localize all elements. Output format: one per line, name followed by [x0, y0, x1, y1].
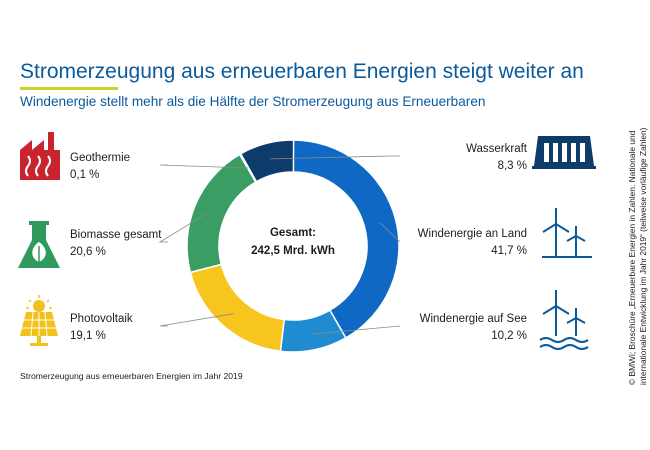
leader-line-windenergie-an-land — [379, 222, 401, 243]
dam-icon — [532, 136, 596, 169]
leader-line-biomasse-gesamt — [158, 210, 211, 243]
leader-line-windenergie-auf-see — [310, 325, 401, 335]
value-biomasse: 20,6 % — [70, 246, 106, 258]
donut-slice-biomasse-gesamt — [186, 153, 257, 274]
leader-line-geothermie — [159, 164, 249, 169]
label-geothermie: Geothermie — [70, 152, 130, 164]
source-line-2: internationale Entwicklung im Jahr 2019“… — [638, 127, 648, 385]
value-geothermie: 0,1 % — [70, 169, 99, 181]
flask-leaf-icon — [18, 221, 60, 268]
donut-slice-wasserkraft — [239, 139, 295, 183]
leader-line-photovoltaik — [159, 313, 234, 327]
source-note: © BMWi; Broschüre „Erneuerbare Energien … — [627, 105, 649, 385]
solar-panel-icon — [20, 295, 58, 346]
chart-subtitle: Windenergie stellt mehr als die Hälfte d… — [20, 94, 486, 109]
chart-title: Stromerzeugung aus erneuerbaren Energien… — [20, 60, 584, 83]
value-wind-land: 41,7 % — [491, 245, 527, 257]
label-wind-land: Windenergie an Land — [418, 228, 527, 240]
center-label: Gesamt: — [270, 227, 316, 239]
label-biomasse: Biomasse gesamt — [70, 229, 162, 241]
leader-lines — [158, 155, 401, 335]
label-wind-see: Windenergie auf See — [420, 313, 527, 325]
offshore-wind-turbine-icon — [539, 290, 589, 350]
factory-heat-icon — [20, 132, 60, 180]
donut-slice-windenergie-an-land — [292, 139, 400, 339]
source-line-1: © BMWi; Broschüre „Erneuerbare Energien … — [627, 130, 637, 385]
donut-slices — [186, 139, 400, 353]
wind-turbine-icon — [542, 208, 592, 258]
label-wasserkraft: Wasserkraft — [466, 143, 528, 155]
leader-line-wasserkraft — [270, 155, 400, 160]
value-photovoltaik: 19,1 % — [70, 330, 106, 342]
value-wind-see: 10,2 % — [491, 330, 527, 342]
center-value: 242,5 Mrd. kWh — [251, 245, 335, 257]
donut-slice-photovoltaik — [189, 263, 286, 353]
footnote: Stromerzeugung aus erneuerbaren Energien… — [20, 371, 243, 381]
title-accent-rule — [20, 87, 118, 90]
value-wasserkraft: 8,3 % — [498, 160, 527, 172]
label-photovoltaik: Photovoltaik — [70, 313, 133, 325]
